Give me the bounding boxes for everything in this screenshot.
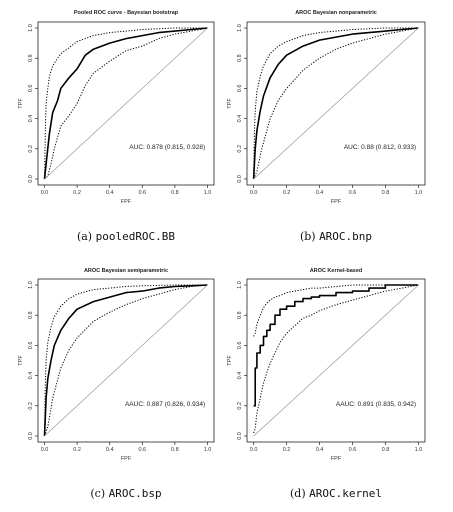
caption-code: AROC.bsp — [109, 487, 162, 500]
caption-prefix: (a) — [77, 230, 96, 243]
x-axis-label: FPF — [331, 199, 342, 205]
y-axis-label: TPF — [18, 355, 24, 366]
y-tick-label: 0.2 — [28, 402, 34, 410]
y-tick-label: 0.8 — [237, 311, 243, 319]
roc-curve-credible-band — [253, 284, 419, 337]
chance-diagonal — [253, 284, 419, 437]
chance-diagonal — [253, 27, 419, 180]
y-tick-label: 0.4 — [28, 115, 34, 123]
caption-prefix: (b) — [300, 230, 319, 243]
x-tick-label: 0.8 — [171, 190, 179, 196]
y-tick-label: 0.6 — [237, 342, 243, 350]
x-tick-label: 0.8 — [382, 447, 390, 453]
caption-code: AROC.kernel — [309, 487, 382, 500]
plot-frame — [246, 21, 426, 186]
x-tick-label: 0.8 — [171, 447, 179, 453]
y-axis-label: TPF — [227, 98, 233, 109]
plot-frame — [37, 21, 215, 186]
y-tick-label: 0.4 — [237, 372, 243, 380]
chance-diagonal — [44, 27, 208, 180]
panel-title: AROC Kernel-based — [310, 268, 363, 274]
y-tick-label: 0.6 — [237, 85, 243, 93]
x-axis-label: FPF — [121, 456, 132, 462]
y-tick-label: 0.2 — [237, 145, 243, 153]
y-tick-label: 1.0 — [28, 281, 34, 289]
y-tick-label: 1.0 — [237, 281, 243, 289]
panel-title: Pooled ROC curve - Bayesian bootstrap — [74, 10, 179, 16]
y-tick-label: 0.8 — [28, 311, 34, 319]
x-tick-label: 0.6 — [349, 447, 357, 453]
y-tick-label: 1.0 — [28, 24, 34, 32]
y-tick-label: 0.4 — [28, 372, 34, 380]
roc-curve-credible-band — [44, 284, 208, 437]
y-tick-label: 0.4 — [237, 115, 243, 123]
y-axis-label: TPF — [227, 355, 233, 366]
caption-prefix: (d) — [290, 487, 309, 500]
roc-curve-estimate — [43, 284, 208, 437]
plot-frame — [37, 278, 215, 443]
y-tick-label: 1.0 — [237, 24, 243, 32]
x-tick-label: 0.4 — [106, 447, 114, 453]
x-tick-label: 0.0 — [41, 447, 49, 453]
panel-caption: (c) AROC.bsp — [90, 487, 161, 500]
y-tick-label: 0.0 — [28, 432, 34, 440]
plot-frame — [246, 278, 426, 443]
x-tick-label: 0.2 — [73, 447, 81, 453]
x-tick-label: 0.2 — [283, 190, 291, 196]
roc-panel: AROC Bayesian nonparametric 0.0 0.2 0.4 0.6 0… — [227, 10, 426, 243]
x-tick-label: 0.2 — [283, 447, 291, 453]
x-tick-label: 1.0 — [204, 447, 212, 453]
x-tick-label: 0.4 — [316, 447, 324, 453]
x-tick-label: 0.6 — [138, 447, 146, 453]
auc-annotation: AUC: 0.878 (0.815, 0.928) — [129, 144, 205, 151]
y-tick-label: 0.2 — [28, 145, 34, 153]
roc-panel: AROC Kernel-based 0.0 0.2 0.4 0.6 0.8 1.0 0.0 0.… — [227, 268, 426, 500]
caption-code: pooledROC.BB — [96, 230, 176, 243]
y-tick-label: 0.0 — [28, 175, 34, 183]
x-tick-label: 0.8 — [382, 190, 390, 196]
x-tick-label: 1.0 — [415, 447, 423, 453]
roc-curve-credible-band — [253, 27, 419, 180]
roc-panel: AROC Bayesian semiparametric 0.0 0.2 0.4 0.6… — [18, 268, 215, 500]
roc-curve-credible-band — [44, 27, 208, 180]
panel-caption: (a) pooledROC.BB — [77, 230, 175, 243]
y-tick-label: 0.0 — [237, 175, 243, 183]
x-tick-label: 0.4 — [106, 190, 114, 196]
auc-annotation: AAUC: 0.891 (0.835, 0.942) — [336, 401, 416, 408]
panel-caption: (b) AROC.bnp — [300, 230, 372, 243]
x-tick-label: 0.0 — [250, 447, 258, 453]
panel-title: AROC Bayesian semiparametric — [84, 268, 168, 274]
panel-caption: (d) AROC.kernel — [290, 487, 382, 500]
auc-annotation: AAUC: 0.887 (0.826, 0.934) — [125, 401, 205, 408]
x-tick-label: 1.0 — [204, 190, 212, 196]
x-tick-label: 0.4 — [316, 190, 324, 196]
roc-curve-estimate — [253, 284, 419, 407]
x-tick-label: 0.0 — [250, 190, 258, 196]
y-tick-label: 0.0 — [237, 432, 243, 440]
x-tick-label: 0.6 — [349, 190, 357, 196]
x-tick-label: 0.6 — [138, 190, 146, 196]
x-axis-label: FPF — [121, 199, 132, 205]
caption-prefix: (c) — [90, 487, 108, 500]
x-tick-label: 1.0 — [415, 190, 423, 196]
y-axis-label: TPF — [18, 98, 24, 109]
panel-title: AROC Bayesian nonparametric — [295, 10, 377, 16]
auc-annotation: AUC: 0.88 (0.812, 0.933) — [344, 144, 416, 151]
chance-diagonal — [44, 284, 208, 437]
roc-curve-estimate — [43, 27, 208, 180]
x-axis-label: FPF — [331, 456, 342, 462]
roc-panel: Pooled ROC curve - Bayesian bootstrap 0.0… — [18, 10, 215, 243]
y-tick-label: 0.8 — [237, 54, 243, 62]
x-tick-label: 0.0 — [41, 190, 49, 196]
caption-code: AROC.bnp — [319, 230, 372, 243]
y-tick-label: 0.8 — [28, 54, 34, 62]
y-tick-label: 0.6 — [28, 342, 34, 350]
y-tick-label: 0.6 — [28, 85, 34, 93]
roc-curve-estimate — [252, 27, 419, 180]
x-tick-label: 0.2 — [73, 190, 81, 196]
y-tick-label: 0.2 — [237, 402, 243, 410]
